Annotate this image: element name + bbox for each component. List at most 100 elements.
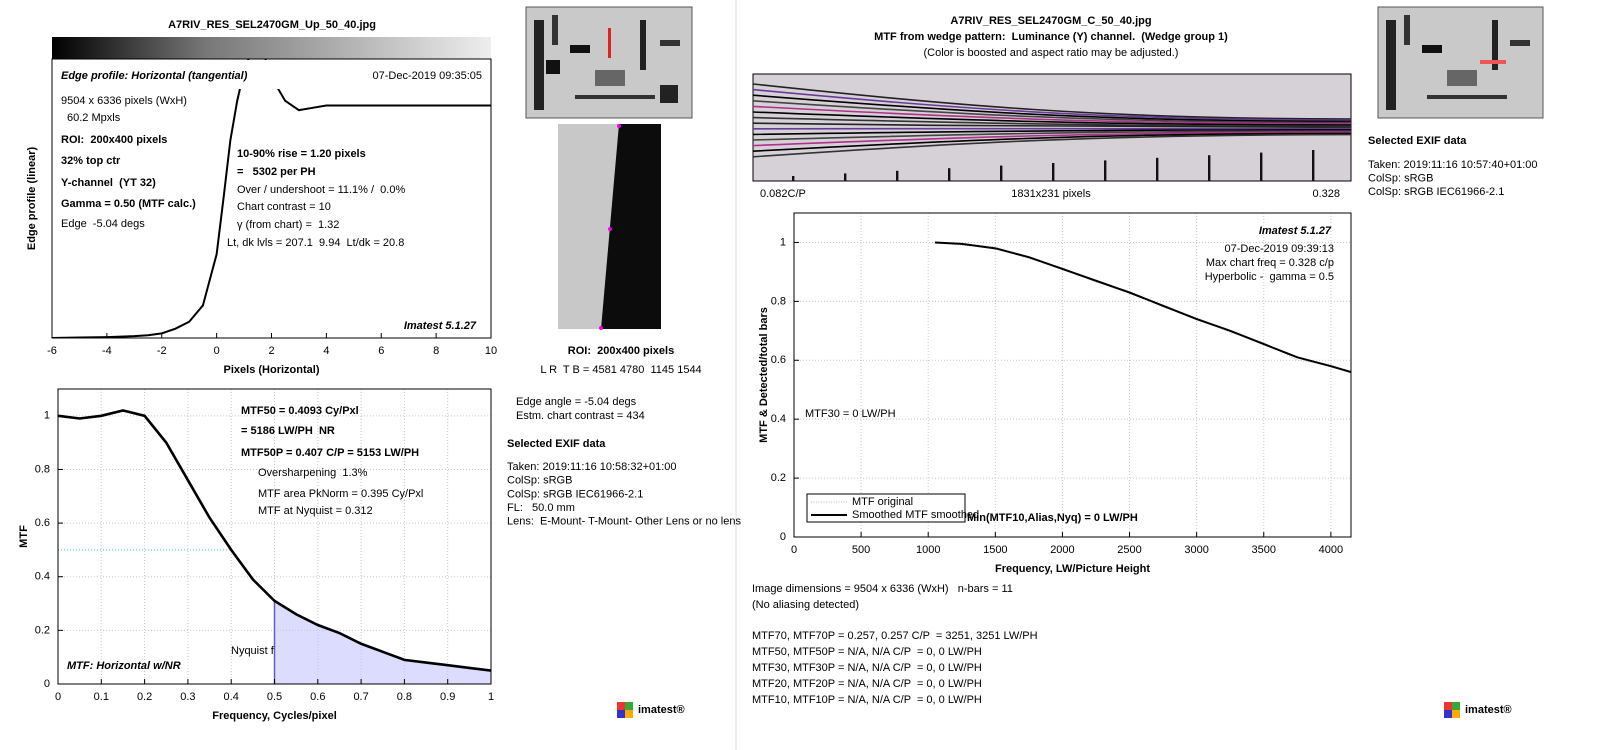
chart-thumbnail — [525, 6, 693, 119]
x-tick-label: 0 — [214, 345, 220, 357]
x-tick-label: 8 — [433, 345, 439, 357]
result-line: MTF30, MTF30P = N/A, N/A C/P = 0, 0 LW/P… — [752, 662, 982, 674]
y-tick-label: 0.6 — [35, 517, 50, 529]
x-tick-label: 2 — [268, 345, 274, 357]
annotation: MTF at Nyquist = 0.312 — [258, 505, 373, 517]
x-tick-label: 1500 — [983, 544, 1007, 556]
wedge-line — [752, 130, 1352, 141]
y-axis-label: Edge profile (linear) — [26, 147, 38, 251]
x-tick-label: 0.6 — [310, 691, 325, 703]
plot-frame — [793, 212, 1352, 538]
chart-contrast: Estm. chart contrast = 434 — [516, 410, 645, 422]
exif-line: Taken: 2019:11:16 10:58:32+01:00 — [507, 461, 677, 473]
imatest-logo: imatest® — [1444, 702, 1512, 718]
legend-label: Smoothed MTF smoothed — [852, 509, 979, 521]
wedge-bar — [1312, 150, 1315, 181]
annotation: Chart contrast = 10 — [237, 201, 331, 213]
wedge-line — [752, 116, 1352, 127]
wedge-line — [752, 131, 1352, 147]
annotation: MTF: Horizontal w/NR — [67, 660, 181, 672]
logo-text: imatest® — [638, 704, 685, 716]
wedge-bar — [1000, 165, 1003, 181]
wedge-line — [752, 105, 1352, 125]
x-axis-label: Frequency, LW/Picture Height — [995, 563, 1150, 575]
annotation: Edge profile: Horizontal (tangential) — [61, 70, 248, 82]
exif-line: ColSp: sRGB — [507, 475, 572, 487]
chart-subtitle: MTF from wedge pattern: Luminance (Y) ch… — [874, 31, 1228, 43]
plot-area — [794, 213, 1351, 537]
roi-coords: L R T B = 4581 4780 1145 1544 — [540, 364, 701, 376]
annotation: Gamma = 0.50 (MTF calc.) — [61, 198, 196, 210]
y-axis-label: MTF — [18, 525, 30, 548]
legend-label: MTF original — [852, 496, 913, 508]
exif-line: ColSp: sRGB — [1368, 172, 1433, 184]
data-line — [58, 409, 491, 672]
annotation: = 5302 per PH — [237, 166, 316, 178]
annotation: 32% top ctr — [61, 155, 121, 167]
y-tick-label: 0.4 — [35, 571, 50, 583]
y-tick-label: 0 — [780, 531, 786, 543]
wedge-size-label: 1831x231 pixels — [1011, 188, 1091, 200]
x-tick-label: 0.7 — [353, 691, 368, 703]
annotation: 07-Dec-2019 09:39:13 — [1225, 243, 1334, 255]
x-axis-label: Pixels (Horizontal) — [224, 364, 320, 376]
wedge-line — [752, 129, 1352, 136]
wedge-bar — [896, 170, 899, 181]
chart: 0 500 1000 1500 2000 2500 3000 3500 4000 0 0.2 0.4 0… — [758, 15, 1352, 575]
wedge-line — [752, 132, 1352, 152]
chart: 0 0.1 0.2 0.3 0.4 0.5 0.6 0.7 0.8 0.9 1 0 0.2 0.4 0.6 0… — [18, 388, 494, 722]
wedge-bar — [1260, 152, 1263, 181]
annotation: 07-Dec-2019 09:35:05 — [373, 70, 482, 82]
y-tick-label: 0 — [44, 678, 50, 690]
x-tick-label: 3500 — [1252, 544, 1276, 556]
wedge-line — [752, 133, 1352, 158]
result-line: Image dimensions = 9504 x 6336 (WxH) n-b… — [752, 583, 1013, 595]
y-tick-label: 0.6 — [771, 354, 786, 366]
x-tick-label: 0.2 — [137, 691, 152, 703]
wedge-line — [752, 122, 1352, 129]
imatest-logo: imatest® — [617, 702, 685, 718]
x-tick-label: -6 — [47, 345, 57, 357]
wedge-bar — [948, 168, 951, 181]
y-tick-label: 0.8 — [35, 463, 50, 475]
wedge-bar — [792, 176, 795, 181]
x-tick-label: -4 — [102, 345, 112, 357]
x-tick-label: 4 — [323, 345, 329, 357]
wedge-line — [752, 100, 1352, 124]
x-tick-label: 0.9 — [440, 691, 455, 703]
x-tick-label: 6 — [378, 345, 384, 357]
annotation: ROI: 200x400 pixels — [61, 134, 167, 146]
result-line: MTF50, MTF50P = N/A, N/A C/P = 0, 0 LW/P… — [752, 646, 982, 658]
edge-angle: Edge angle = -5.04 degs — [516, 396, 637, 408]
y-tick-label: 0.8 — [771, 295, 786, 307]
wedge-left-label: 0.082C/P — [760, 188, 806, 200]
data-line — [934, 241, 1351, 374]
exif-heading: Selected EXIF data — [507, 438, 606, 450]
annotation: 9504 x 6336 pixels (WxH) — [61, 95, 187, 107]
x-tick-label: 2000 — [1050, 544, 1074, 556]
result-line: MTF10, MTF10P = N/A, N/A C/P = 0, 0 LW/P… — [752, 694, 982, 706]
x-tick-label: 10 — [485, 345, 497, 357]
wedge-line — [752, 111, 1352, 126]
chart-thumbnail — [1377, 6, 1544, 119]
y-tick-label: 0.2 — [771, 472, 786, 484]
exif-heading: Selected EXIF data — [1368, 135, 1467, 147]
annotation: MTF area PkNorm = 0.395 Cy/Pxl — [258, 488, 423, 500]
x-tick-label: 0.8 — [397, 691, 412, 703]
exif-line: Taken: 2019:11:16 10:57:40+01:00 — [1368, 159, 1538, 171]
x-tick-label: 4000 — [1319, 544, 1343, 556]
x-tick-label: 0.4 — [224, 691, 239, 703]
x-tick-label: 2500 — [1117, 544, 1141, 556]
annotation: Over / undershoot = 11.1% / 0.0% — [237, 184, 405, 196]
x-tick-label: -2 — [157, 345, 167, 357]
wedge-bar — [1052, 163, 1055, 181]
x-tick-label: 0.3 — [180, 691, 195, 703]
legend-box — [806, 493, 966, 523]
annotation: Oversharpening 1.3% — [258, 467, 368, 479]
wedge-line — [752, 88, 1352, 121]
annotation: MTF50 = 0.4093 Cy/Pxl — [241, 405, 359, 417]
wedge-bar — [844, 173, 847, 181]
chart: -6 -4 -2 0 2 4 6 8 10 Pixels (Horizontal) Edge pro… — [26, 19, 497, 376]
